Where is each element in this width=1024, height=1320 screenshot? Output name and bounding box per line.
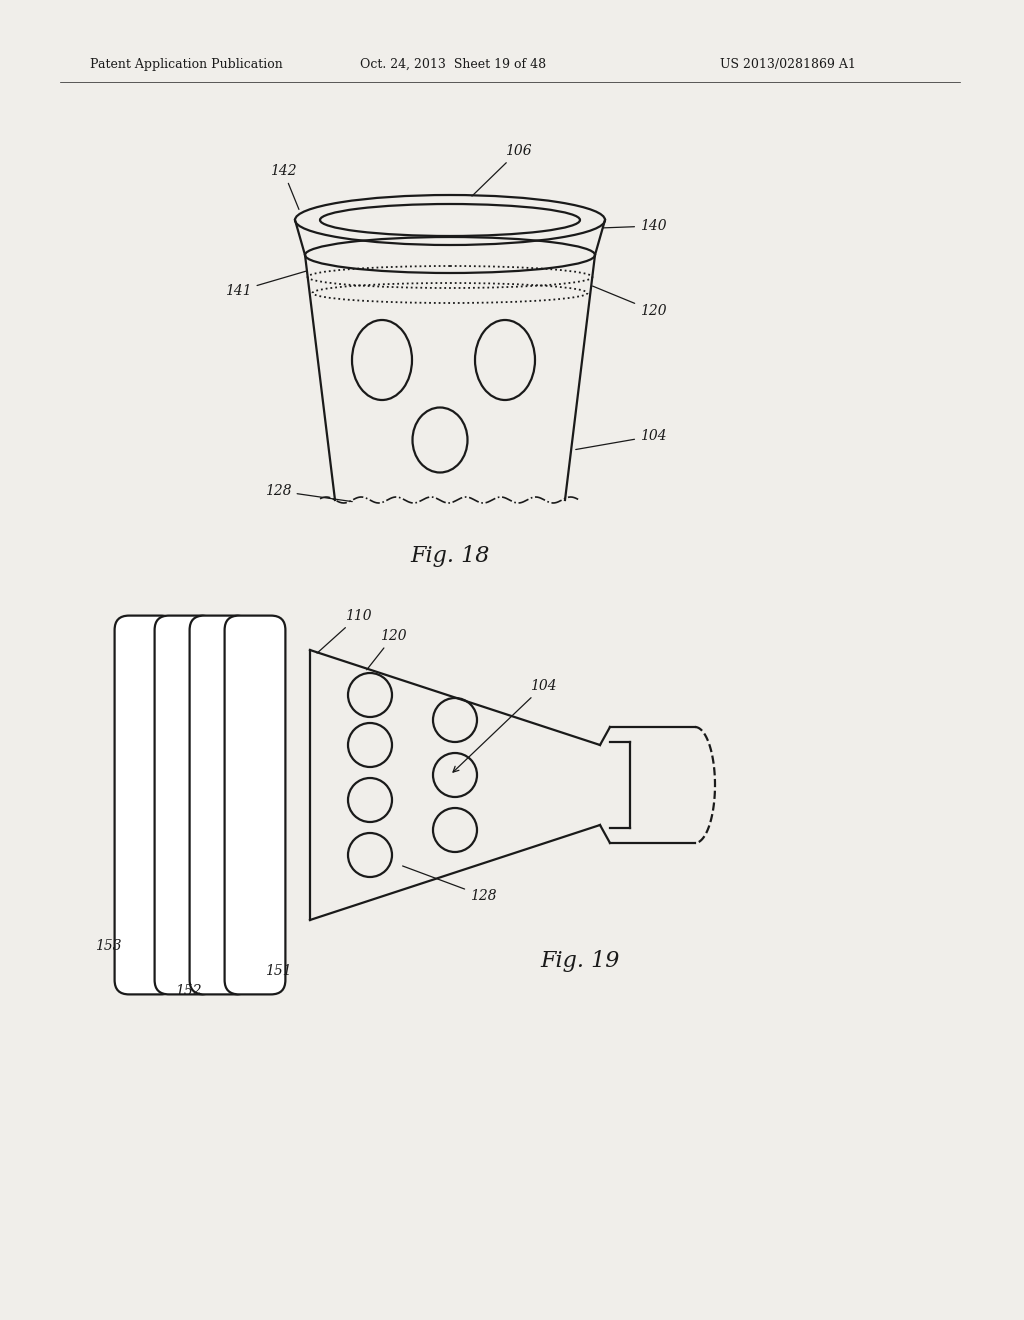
Text: US 2013/0281869 A1: US 2013/0281869 A1 — [720, 58, 856, 71]
Text: 142: 142 — [270, 164, 299, 210]
Text: Oct. 24, 2013  Sheet 19 of 48: Oct. 24, 2013 Sheet 19 of 48 — [360, 58, 546, 71]
FancyBboxPatch shape — [115, 615, 175, 994]
Text: 141: 141 — [225, 271, 307, 298]
Text: 110: 110 — [317, 609, 372, 653]
Text: 128: 128 — [402, 866, 497, 903]
Text: 120: 120 — [593, 286, 667, 318]
Text: 152: 152 — [175, 983, 202, 998]
Text: 106: 106 — [472, 144, 531, 197]
Text: 140: 140 — [603, 219, 667, 234]
Text: 120: 120 — [367, 630, 407, 669]
Text: Patent Application Publication: Patent Application Publication — [90, 58, 283, 71]
Text: 128: 128 — [265, 484, 352, 502]
Text: 151: 151 — [265, 964, 292, 978]
Text: 104: 104 — [575, 429, 667, 450]
FancyBboxPatch shape — [224, 615, 286, 994]
FancyBboxPatch shape — [155, 615, 215, 994]
Text: 104: 104 — [453, 678, 557, 772]
FancyBboxPatch shape — [189, 615, 251, 994]
Text: Fig. 18: Fig. 18 — [411, 545, 489, 568]
Text: 153: 153 — [95, 939, 122, 953]
Text: Fig. 19: Fig. 19 — [540, 950, 620, 972]
